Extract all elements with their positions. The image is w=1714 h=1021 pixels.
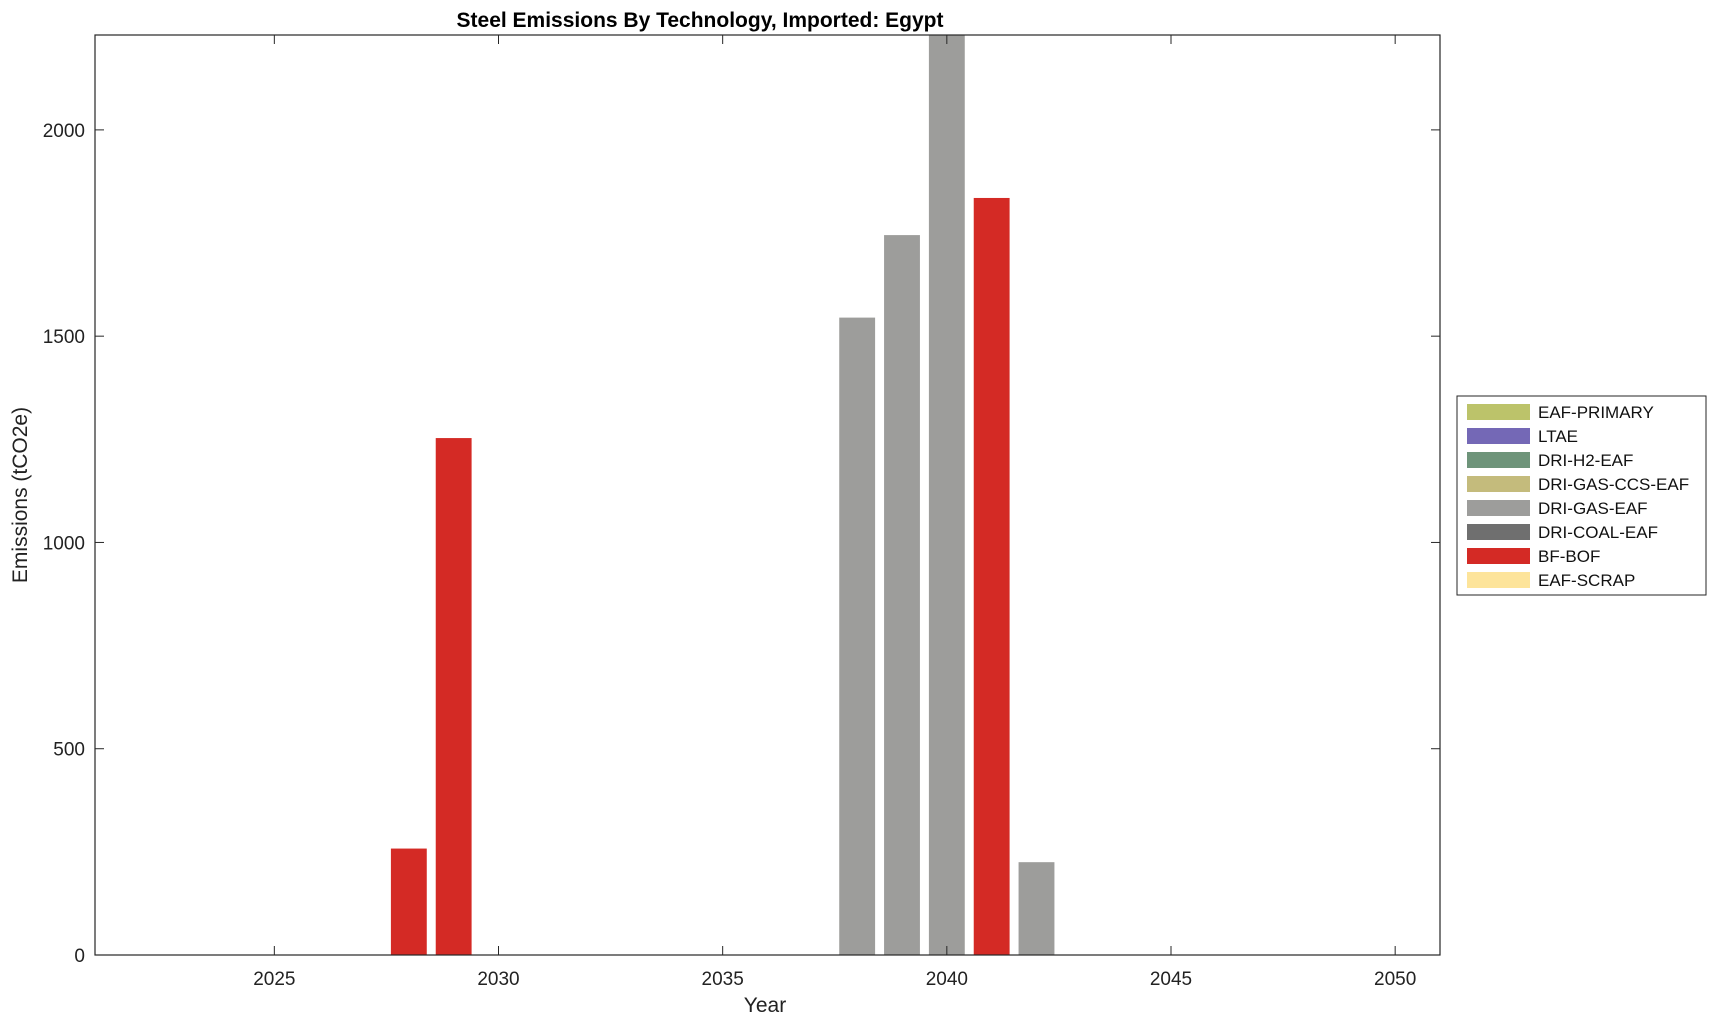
x-tick-label: 2030 bbox=[477, 969, 519, 990]
legend-label: BF-BOF bbox=[1538, 547, 1600, 566]
x-tick-label: 2040 bbox=[926, 969, 968, 990]
y-tick-label: 500 bbox=[53, 740, 85, 761]
y-tick-label: 1000 bbox=[43, 533, 85, 554]
bar-2042 bbox=[1018, 862, 1055, 955]
legend-label: DRI-GAS-EAF bbox=[1538, 499, 1648, 518]
y-tick-label: 0 bbox=[74, 946, 85, 967]
plot-frame bbox=[94, 34, 1441, 956]
legend-label: DRI-GAS-CCS-EAF bbox=[1538, 475, 1689, 494]
chart-title: Steel Emissions By Technology, Imported:… bbox=[457, 9, 944, 32]
legend-swatch bbox=[1467, 452, 1530, 468]
legend-swatch bbox=[1467, 548, 1530, 564]
bar-2029 bbox=[435, 438, 472, 955]
bars-layer bbox=[390, 35, 1055, 955]
legend-label: DRI-H2-EAF bbox=[1538, 451, 1633, 470]
y-tick-label: 1500 bbox=[43, 327, 85, 348]
legend-label: EAF-PRIMARY bbox=[1538, 403, 1654, 422]
y-tick-label: 2000 bbox=[43, 121, 85, 142]
x-tick-label: 2025 bbox=[253, 969, 295, 990]
x-tick-label: 2050 bbox=[1374, 969, 1416, 990]
legend-swatch bbox=[1467, 428, 1530, 444]
x-axis-label: Year bbox=[744, 994, 786, 1017]
bar-2039 bbox=[884, 235, 920, 955]
legend-label: DRI-COAL-EAF bbox=[1538, 523, 1658, 542]
bar-2041 bbox=[973, 197, 1010, 955]
ticks-layer: 2025 2030 2035 2040 2045 2050 0 500 1000 1500 2000 bbox=[43, 35, 1440, 990]
legend-label: EAF-SCRAP bbox=[1538, 571, 1635, 590]
y-axis-label: Emissions (tCO2e) bbox=[9, 407, 32, 583]
legend-swatch bbox=[1467, 500, 1530, 516]
legend-swatch bbox=[1467, 572, 1530, 588]
x-tick-label: 2035 bbox=[702, 969, 744, 990]
bar-2040 bbox=[928, 35, 965, 955]
legend-label: LTAE bbox=[1538, 427, 1578, 446]
bar-2038 bbox=[839, 317, 876, 955]
x-tick-label: 2045 bbox=[1150, 969, 1192, 990]
legend-swatch bbox=[1467, 524, 1530, 540]
legend: EAF-PRIMARY LTAE DRI-H2-EAF DRI-GAS-CCS-EAF… bbox=[1456, 395, 1707, 596]
legend-swatch bbox=[1467, 476, 1530, 492]
legend-swatch bbox=[1467, 404, 1530, 420]
bar-2028 bbox=[390, 848, 427, 955]
